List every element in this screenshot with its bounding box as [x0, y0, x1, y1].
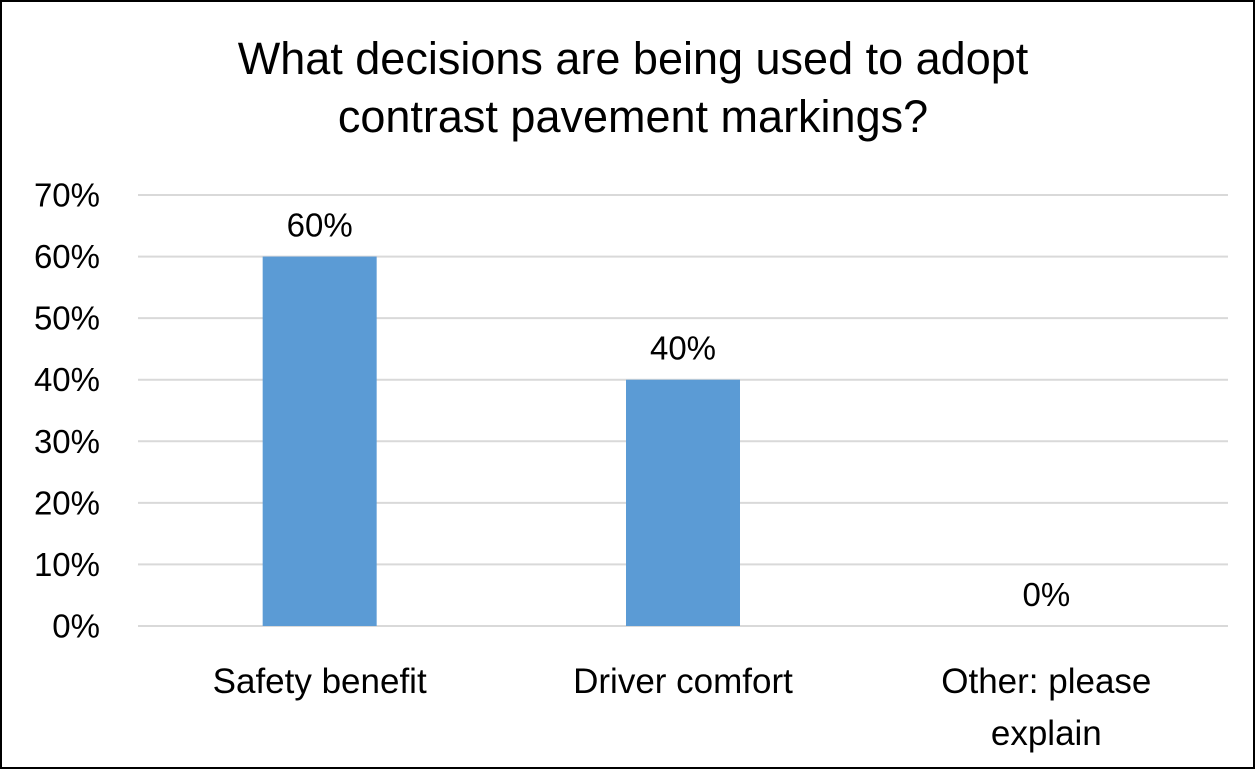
y-axis-ticks: 0% 10% 20% 30% 40% 50% 60% 70%	[34, 177, 100, 645]
bar	[626, 379, 740, 626]
y-tick-label: 70%	[34, 177, 100, 214]
y-tick-label: 60%	[34, 238, 100, 275]
y-tick-label: 0%	[52, 608, 100, 645]
y-tick-label: 10%	[34, 546, 100, 583]
y-tick-label: 20%	[34, 484, 100, 521]
chart-title-line-2: contrast pavement markings?	[337, 91, 929, 142]
data-labels: 60% 40% 0%	[287, 207, 1071, 613]
x-category-label: explain	[991, 714, 1102, 753]
chart-title: What decisions are being used to adopt c…	[2, 30, 1255, 146]
data-label: 60%	[287, 207, 353, 244]
x-category-label: Other: please	[941, 662, 1151, 701]
data-label: 0%	[1022, 576, 1070, 613]
x-axis-categories: Safety benefit Driver comfort Other: pleas…	[213, 662, 1152, 753]
y-tick-label: 50%	[34, 300, 100, 337]
bars	[262, 256, 740, 626]
bar	[262, 256, 377, 626]
data-label: 40%	[650, 330, 716, 367]
y-tick-label: 30%	[34, 423, 100, 460]
x-category-label: Safety benefit	[213, 662, 427, 701]
chart-title-line-1: What decisions are being used to adopt	[237, 33, 1029, 84]
y-tick-label: 40%	[34, 361, 100, 398]
x-category-label: Driver comfort	[573, 662, 793, 701]
